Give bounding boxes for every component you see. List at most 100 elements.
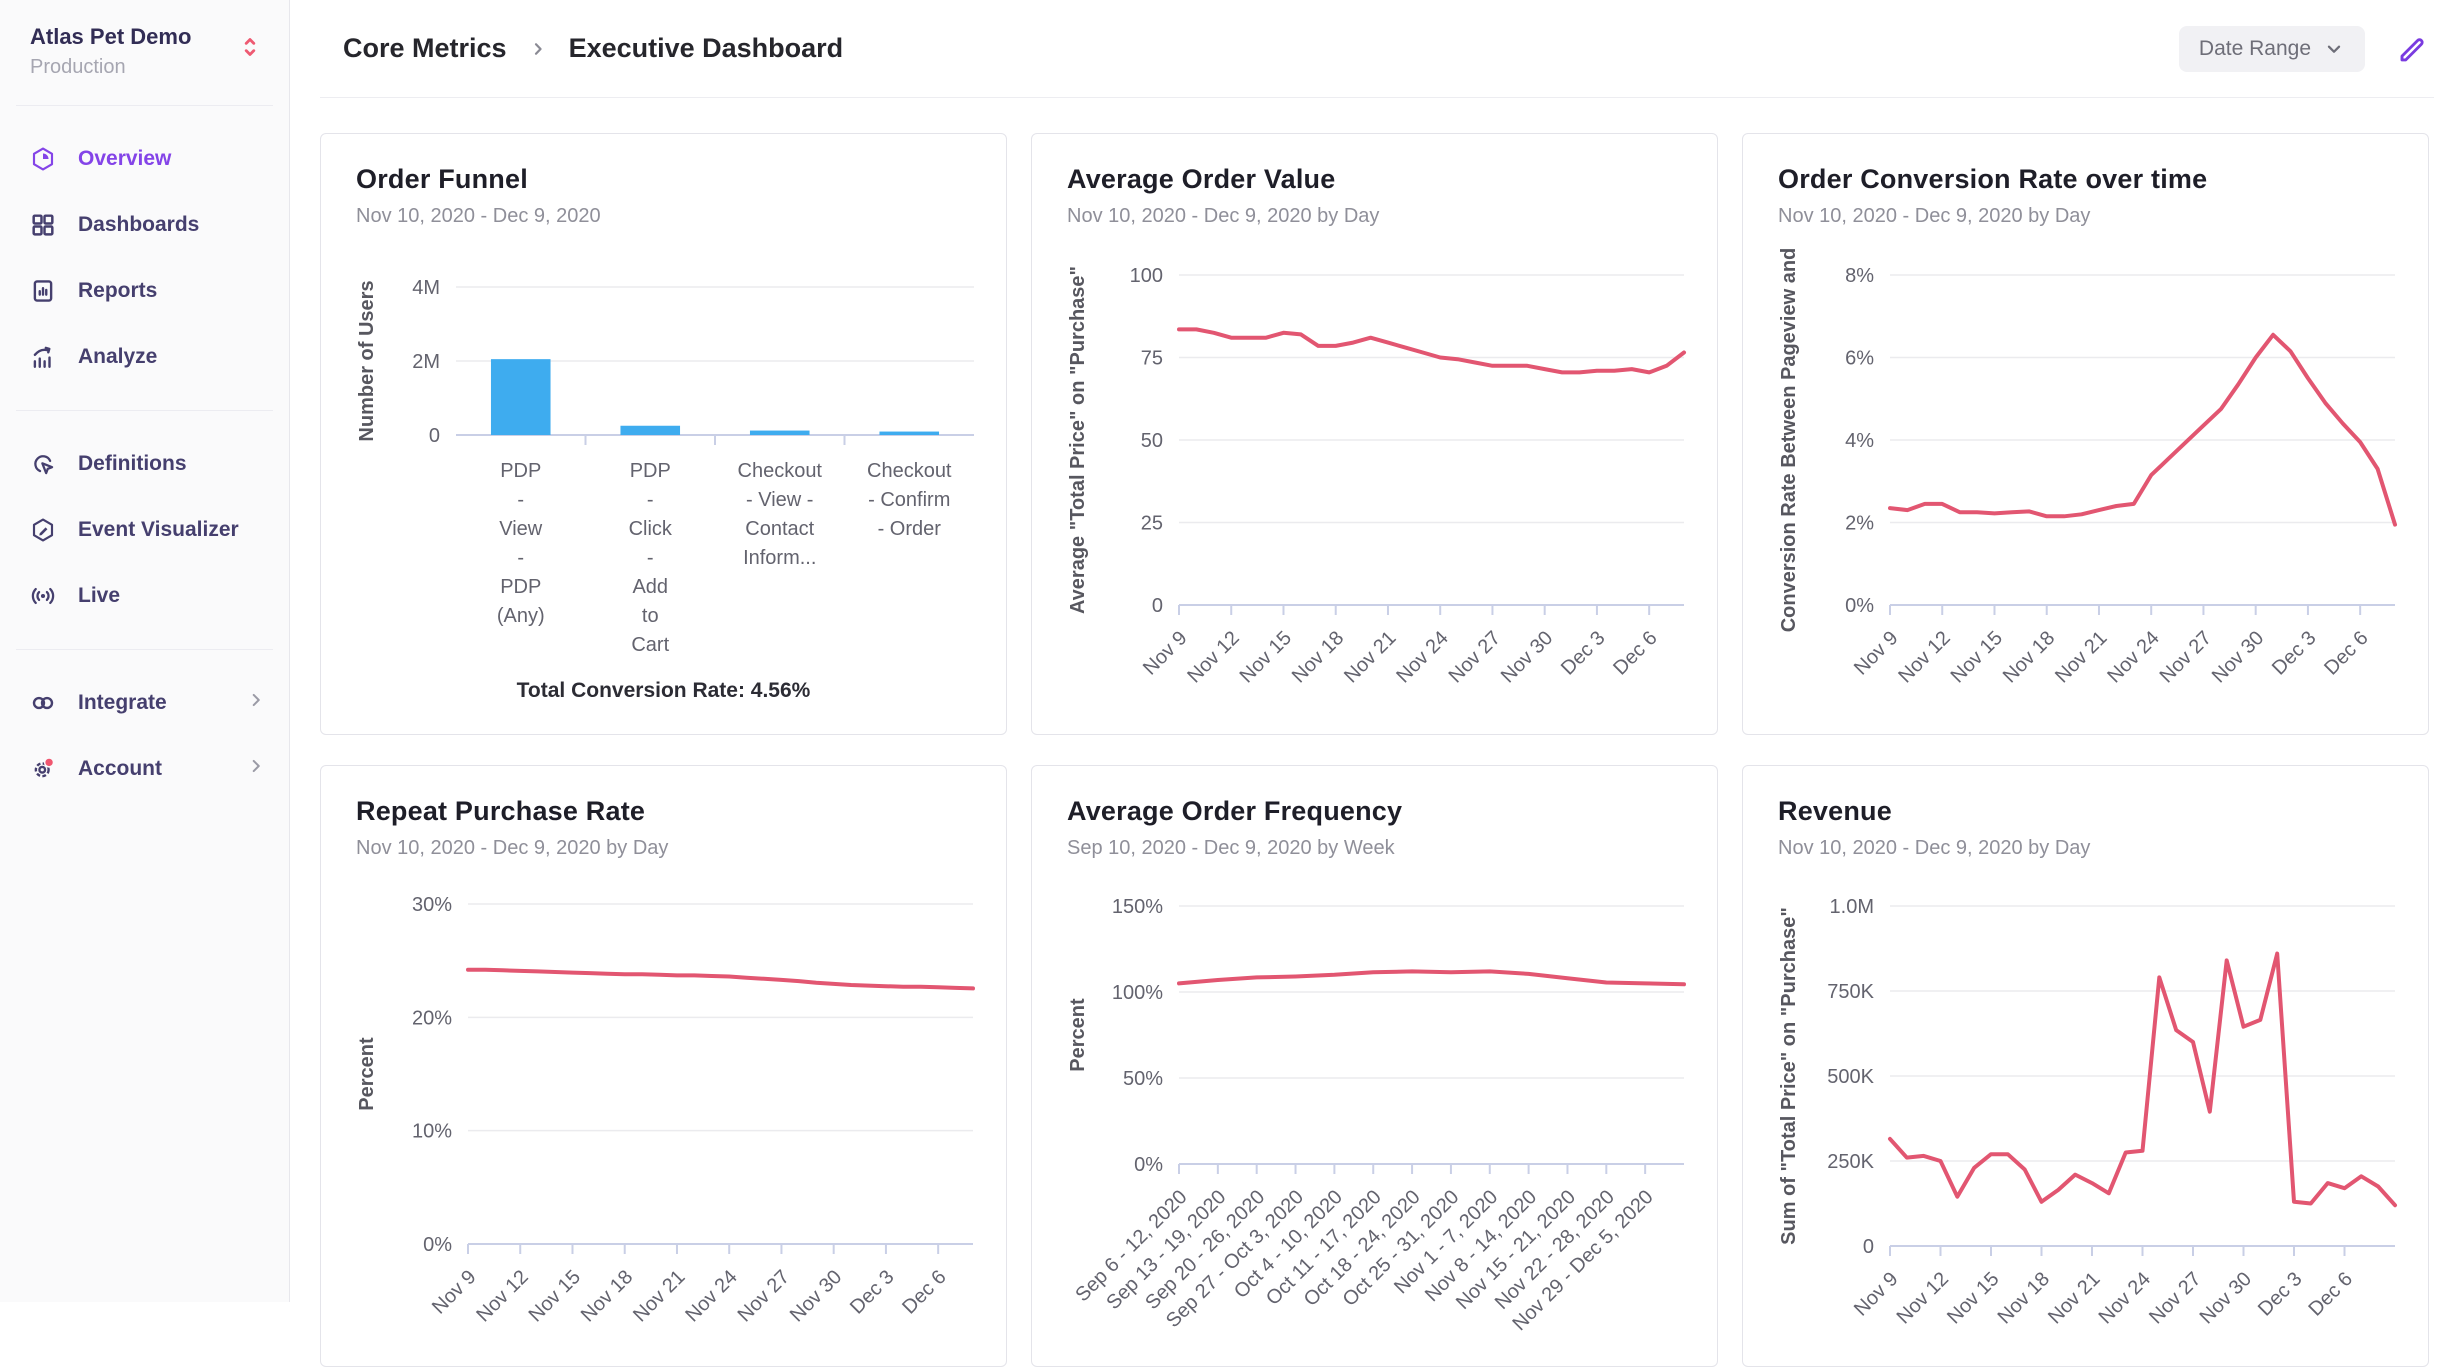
svg-text:Nov 21: Nov 21	[2051, 627, 2111, 687]
line-chart: 0 250K 500K 750K 1.0M Sum of "Total Price" on…	[1778, 896, 2397, 1328]
edit-dashboard-button[interactable]	[2393, 30, 2431, 68]
svg-text:Nov 27: Nov 27	[2156, 627, 2216, 687]
svg-text:30%: 30%	[412, 894, 452, 916]
svg-text:2M: 2M	[412, 351, 440, 373]
breadcrumb-current: Executive Dashboard	[568, 33, 844, 63]
svg-text:Dec 3: Dec 3	[2254, 1268, 2307, 1321]
svg-text:25: 25	[1141, 513, 1163, 535]
funnel-chart: 0 2M 4M Number of Users PDP - View - PDP (Any) PDP…	[356, 277, 974, 656]
svg-text:Nov 21: Nov 21	[2044, 1268, 2104, 1328]
sidebar-item-dashboards[interactable]: Dashboards	[0, 192, 289, 258]
svg-text:Nov 18: Nov 18	[1999, 627, 2059, 687]
sidebar-group-settings: Integrate Account	[0, 660, 289, 812]
svg-text:Nov 18: Nov 18	[577, 1266, 637, 1326]
svg-text:20%: 20%	[412, 1007, 452, 1029]
definitions-icon	[30, 451, 56, 477]
breadcrumb-collection[interactable]: Core Metrics	[343, 33, 507, 63]
sidebar-item-analyze[interactable]: Analyze	[0, 324, 289, 390]
svg-text:0%: 0%	[1845, 595, 1874, 617]
breadcrumb: Core Metrics Executive Dashboard	[343, 33, 843, 64]
dashboard-grid: Order Funnel Nov 10, 2020 - Dec 9, 2020 …	[290, 98, 2459, 1367]
sidebar-item-definitions[interactable]: Definitions	[0, 431, 289, 497]
svg-text:to: to	[642, 605, 659, 627]
sidebar-item-label: Reports	[78, 279, 158, 303]
svg-text:Nov 18: Nov 18	[1288, 627, 1348, 687]
svg-text:Dec 3: Dec 3	[1557, 627, 1610, 680]
svg-text:100%: 100%	[1112, 982, 1163, 1004]
svg-text:Click: Click	[629, 518, 673, 540]
svg-text:Nov 12: Nov 12	[472, 1266, 532, 1326]
svg-text:Nov 15: Nov 15	[1943, 1268, 2003, 1328]
svg-text:Sum of "Total Price" on "Purch: Sum of "Total Price" on "Purchase"	[1778, 907, 1800, 1245]
sidebar-divider	[16, 410, 273, 412]
svg-text:Nov 24: Nov 24	[1392, 627, 1452, 687]
main-content: Core Metrics Executive Dashboard Date Ra…	[290, 0, 2459, 1367]
card-subtitle: Nov 10, 2020 - Dec 9, 2020 by Day	[1067, 205, 1380, 227]
date-range-button[interactable]: Date Range	[2178, 25, 2365, 72]
header-actions: Date Range	[2178, 25, 2431, 72]
svg-text:- Order: - Order	[878, 518, 942, 540]
card-subtitle: Sep 10, 2020 - Dec 9, 2020 by Week	[1067, 837, 1395, 859]
card-title: Revenue	[1778, 796, 1892, 826]
org-name: Atlas Pet Demo	[30, 24, 192, 49]
svg-text:Dec 6: Dec 6	[1609, 627, 1662, 680]
svg-text:Checkout: Checkout	[738, 460, 823, 482]
svg-text:Nov 15: Nov 15	[525, 1266, 585, 1326]
svg-text:Nov 27: Nov 27	[2145, 1268, 2205, 1328]
sidebar-item-label: Definitions	[78, 452, 187, 476]
svg-text:Dec 3: Dec 3	[846, 1266, 899, 1319]
svg-text:4M: 4M	[412, 277, 440, 299]
svg-text:Nov 15: Nov 15	[1947, 627, 2007, 687]
card-title: Repeat Purchase Rate	[356, 796, 646, 826]
svg-text:50: 50	[1141, 430, 1163, 452]
svg-text:0: 0	[1863, 1236, 1874, 1258]
svg-text:Checkout: Checkout	[867, 460, 952, 482]
sidebar-item-label: Dashboards	[78, 213, 200, 237]
svg-text:Nov 30: Nov 30	[2208, 627, 2268, 687]
notification-badge	[43, 757, 55, 768]
svg-text:PDP: PDP	[630, 460, 671, 482]
svg-text:Nov 15: Nov 15	[1236, 627, 1296, 687]
chart-card-order-funnel: Order Funnel Nov 10, 2020 - Dec 9, 2020 …	[320, 133, 1007, 735]
svg-text:-: -	[647, 547, 654, 569]
svg-text:Cart: Cart	[631, 634, 669, 656]
sidebar-group-main: Overview Dashboards Repo	[0, 116, 289, 400]
org-switcher[interactable]: Atlas Pet Demo Production	[0, 0, 289, 95]
svg-text:Nov 30: Nov 30	[786, 1266, 846, 1326]
chart-card-order-conversion-rate: Order Conversion Rate over time Nov 10, …	[1742, 133, 2429, 735]
svg-text:-: -	[647, 489, 654, 511]
sidebar-divider	[16, 105, 273, 107]
card-subtitle: Nov 10, 2020 - Dec 9, 2020	[356, 205, 601, 227]
svg-text:-: -	[517, 489, 524, 511]
sidebar-item-label: Account	[78, 757, 162, 781]
overview-icon	[30, 146, 56, 172]
sidebar-item-live[interactable]: Live	[0, 563, 289, 629]
sidebar-item-label: Analyze	[78, 345, 158, 369]
svg-text:10%: 10%	[412, 1121, 452, 1143]
card-title: Average Order Value	[1067, 164, 1336, 194]
chart-card-average-order-frequency: Average Order Frequency Sep 10, 2020 - D…	[1031, 765, 1718, 1367]
card-subtitle: Nov 10, 2020 - Dec 9, 2020 by Day	[1778, 205, 2091, 227]
sidebar-item-overview[interactable]: Overview	[0, 126, 289, 192]
svg-text:PDP: PDP	[500, 460, 541, 482]
org-block: Atlas Pet Demo Production	[30, 24, 191, 79]
analyze-icon	[30, 344, 56, 370]
svg-text:Dec 3: Dec 3	[2268, 627, 2321, 680]
card-title: Order Funnel	[356, 164, 528, 194]
sidebar-item-event-visualizer[interactable]: Event Visualizer	[0, 497, 289, 563]
chart-card-repeat-purchase-rate: Repeat Purchase Rate Nov 10, 2020 - Dec …	[320, 765, 1007, 1367]
live-icon	[30, 583, 56, 609]
sidebar-item-account[interactable]: Account	[0, 736, 289, 802]
sidebar-item-reports[interactable]: Reports	[0, 258, 289, 324]
sidebar-item-integrate[interactable]: Integrate	[0, 670, 289, 736]
card-subtitle: Nov 10, 2020 - Dec 9, 2020 by Day	[356, 837, 669, 859]
svg-text:Dec 6: Dec 6	[898, 1266, 951, 1319]
reports-icon	[30, 278, 56, 304]
svg-text:Conversion Rate Between Pagevi: Conversion Rate Between Pageview and	[1778, 248, 1800, 633]
sidebar-item-label: Integrate	[78, 691, 167, 715]
svg-text:Nov 30: Nov 30	[1497, 627, 1557, 687]
breadcrumb-separator-icon	[527, 38, 549, 60]
org-switch-updown-icon[interactable]	[239, 34, 261, 65]
